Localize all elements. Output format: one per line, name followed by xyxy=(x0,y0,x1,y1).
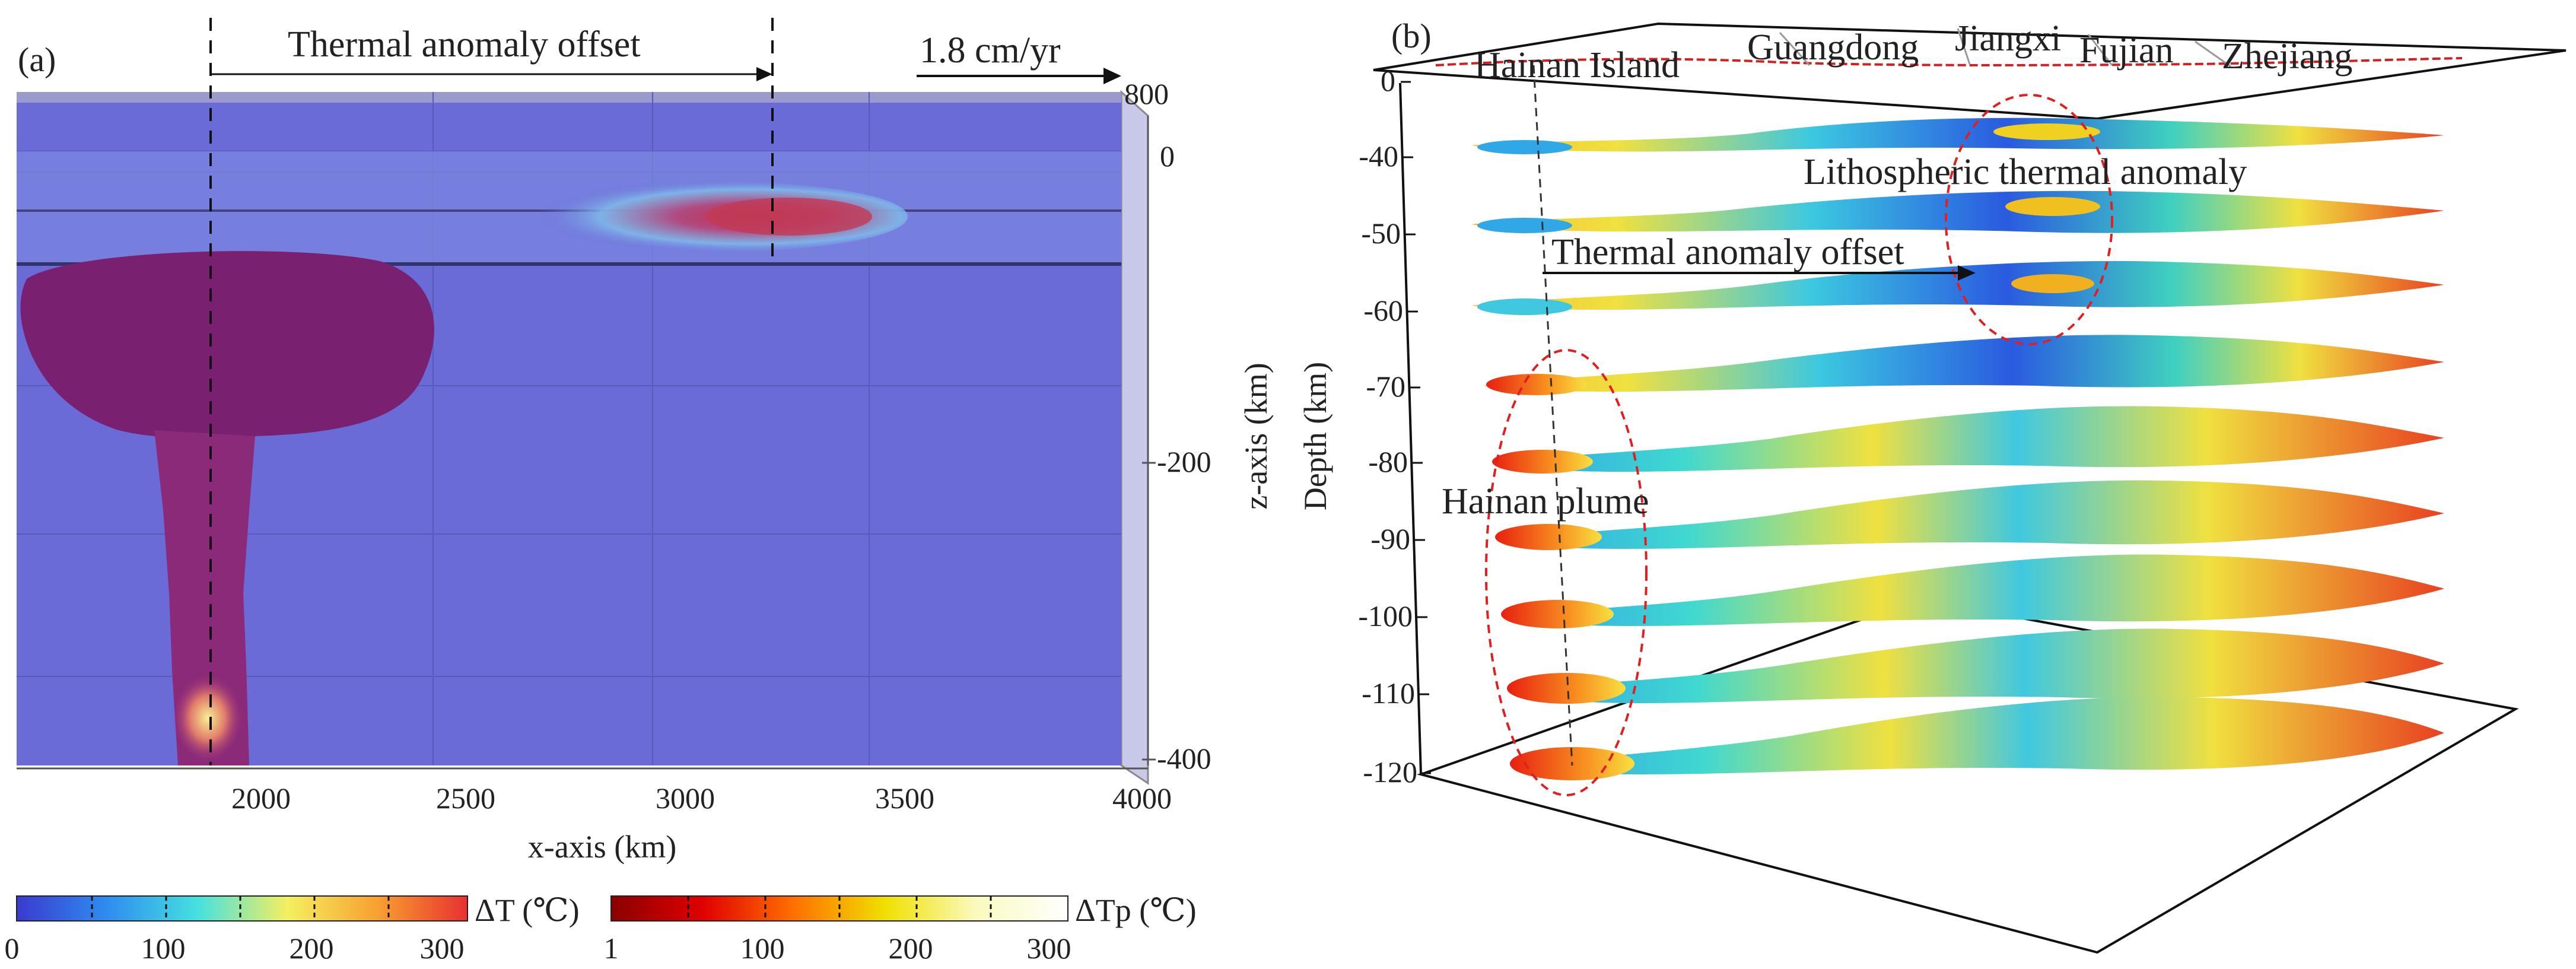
plume-patches xyxy=(1477,140,1634,780)
colorbar-dTp-label: ΔTp (℃) xyxy=(1075,892,1197,928)
province-label: Guangdong xyxy=(1747,27,1919,68)
depth-axis-line xyxy=(1399,82,1422,775)
colorbar-dT-tick: 0 xyxy=(5,932,20,965)
slice-50 xyxy=(1471,190,2444,233)
province-label: Zhejiang xyxy=(2222,36,2352,77)
province-label: Jiangxi xyxy=(1955,18,2061,59)
box-top-surface xyxy=(17,92,1121,103)
offset-arrowhead xyxy=(756,67,772,81)
slice-110 xyxy=(1510,628,2444,703)
panel-a-label: (a) xyxy=(18,40,56,79)
colorbar-dTp: ΔTp (℃) 1 100 200 300 xyxy=(604,892,1197,965)
z-tick: -400 xyxy=(1157,742,1211,775)
z-axis-label: z-axis (km) xyxy=(1238,363,1274,509)
z-tick: -200 xyxy=(1157,445,1211,478)
slice-70 xyxy=(1483,335,2444,392)
depth-tick: -60 xyxy=(1363,294,1403,327)
colorbar-dT-tick: 300 xyxy=(420,932,465,965)
offset-label: Thermal anomaly offset xyxy=(288,24,641,65)
depth-axis-label: Depth (km) xyxy=(1297,362,1333,510)
slice-120 xyxy=(1519,697,2444,774)
colorbar-dT-label: ΔT (℃) xyxy=(475,892,580,928)
depth-tick: -90 xyxy=(1370,522,1410,555)
colorbar-dTp-tick: 100 xyxy=(740,932,785,965)
z-tick: 0 xyxy=(1160,139,1175,173)
depth-tick: 0 xyxy=(1381,64,1395,97)
lithospheric-hotspots xyxy=(1993,123,2100,293)
colorbar-dT: ΔT (℃) 0 100 200 300 xyxy=(5,892,580,965)
depth-tick: -70 xyxy=(1366,370,1405,403)
offset-arrowhead-b xyxy=(1958,265,1976,281)
plume-stem xyxy=(154,430,255,765)
depth-tick: -50 xyxy=(1361,217,1401,250)
depth-tick: -80 xyxy=(1368,445,1408,478)
panel-b: (b) xyxy=(1297,17,2567,954)
x-tick: 3000 xyxy=(656,781,715,815)
depth-tick: -100 xyxy=(1358,599,1413,633)
lithosphere-annotation: Lithospheric thermal anomaly xyxy=(1804,152,2247,192)
x-tick: 3500 xyxy=(875,781,934,815)
x-tick: 2500 xyxy=(436,781,495,815)
z-tick: 800 xyxy=(1124,77,1169,110)
lithospheric-anomaly-core xyxy=(706,198,872,236)
plume-ellipse xyxy=(1485,349,1648,796)
velocity-arrowhead xyxy=(1103,68,1121,84)
plume-hot-core xyxy=(172,673,243,763)
panel-b-label: (b) xyxy=(1391,17,1432,55)
slice-90 xyxy=(1498,480,2444,549)
plume-trajectory xyxy=(1532,65,1573,766)
depth-tick: -40 xyxy=(1359,139,1398,173)
province-borders xyxy=(1779,28,2231,68)
plume-annotation: Hainan plume xyxy=(1442,481,1649,522)
panel-a: (a) xyxy=(17,18,1274,865)
province-label: Fujian xyxy=(2079,30,2173,71)
box-right-face xyxy=(1120,90,1149,785)
colorbar-dTp-tick: 1 xyxy=(604,932,619,965)
map-top-plane xyxy=(1373,22,2567,120)
slice-80 xyxy=(1492,406,2444,472)
province-label: Hainan Island xyxy=(1474,45,1680,85)
slice-100 xyxy=(1504,554,2444,626)
x-tick: 4000 xyxy=(1112,781,1172,815)
colorbar-dTp-tick: 300 xyxy=(1027,932,1071,965)
offset-annotation: Thermal anomaly offset xyxy=(1551,232,1904,272)
colorbar-dT-tick: 200 xyxy=(290,932,334,965)
colorbar-dT-bar xyxy=(16,895,468,922)
depth-tick: -110 xyxy=(1362,676,1415,710)
x-tick: 2000 xyxy=(231,781,291,815)
depth-slices xyxy=(1471,117,2444,774)
colorbar-dT-tick: 100 xyxy=(141,932,186,965)
plume-head xyxy=(20,251,434,438)
velocity-label: 1.8 cm/yr xyxy=(920,30,1061,71)
coastline xyxy=(1435,57,2463,66)
map-bottom-plane xyxy=(1417,598,2519,954)
colorbar-dTp-tick: 200 xyxy=(889,932,933,965)
lithosphere-ellipse xyxy=(1945,94,2113,345)
depth-tick: -120 xyxy=(1363,755,1417,789)
slice-40 xyxy=(1471,117,2444,152)
x-axis-label: x-axis (km) xyxy=(528,829,676,865)
depth-ticks: 0 -40 -50 -60 -70 -80 -90 -100 -110 -120 xyxy=(1358,64,1417,789)
